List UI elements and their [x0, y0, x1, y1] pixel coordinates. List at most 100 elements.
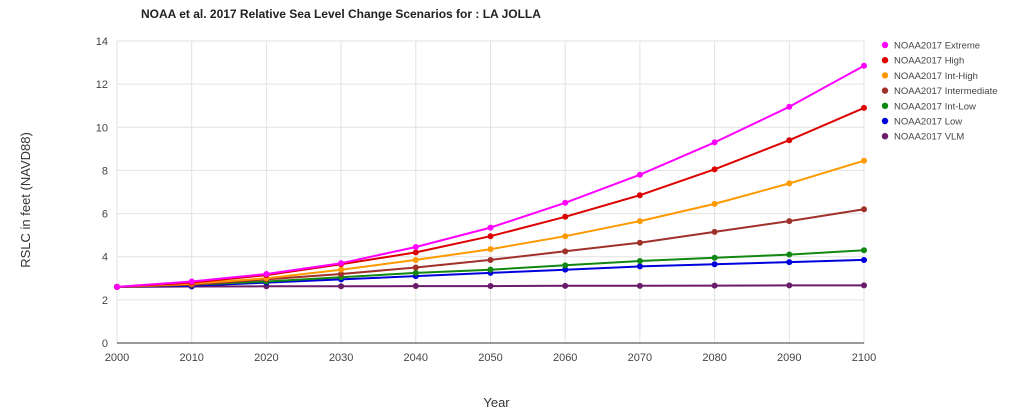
data-point[interactable] [861, 104, 867, 111]
data-point[interactable] [636, 258, 643, 265]
data-point[interactable] [711, 254, 718, 261]
data-point[interactable] [487, 256, 494, 263]
data-point[interactable] [487, 246, 494, 253]
data-point[interactable] [412, 264, 419, 271]
x-tick-label: 2050 [478, 352, 502, 364]
data-point[interactable] [786, 282, 793, 289]
data-point[interactable] [861, 157, 867, 164]
data-point[interactable] [861, 247, 867, 254]
y-tick-label: 6 [102, 209, 108, 221]
data-point[interactable] [786, 103, 793, 110]
y-tick-label: 4 [102, 252, 108, 264]
data-point[interactable] [711, 282, 718, 289]
legend-label: NOAA2017 Low [894, 117, 962, 128]
x-tick-label: 2060 [553, 352, 577, 364]
data-point[interactable] [412, 244, 419, 251]
data-point[interactable] [711, 261, 718, 268]
legend-item[interactable]: NOAA2017 Intermediate [881, 86, 998, 97]
data-point[interactable] [861, 256, 867, 263]
legend-label: NOAA2017 Extreme [894, 41, 980, 52]
legend-marker [881, 87, 889, 94]
data-point[interactable] [562, 233, 569, 240]
data-point[interactable] [711, 200, 718, 207]
x-axis-title: Year [483, 395, 510, 410]
data-point[interactable] [786, 259, 793, 266]
series-layer [114, 62, 867, 290]
data-point[interactable] [188, 278, 195, 285]
data-point[interactable] [487, 283, 494, 290]
data-point[interactable] [861, 206, 867, 213]
data-point[interactable] [711, 139, 718, 146]
legend-item[interactable]: NOAA2017 Int-Low [881, 101, 976, 112]
data-point[interactable] [711, 228, 718, 235]
legend-item[interactable]: NOAA2017 Extreme [881, 41, 980, 52]
data-point[interactable] [338, 266, 345, 273]
axes: 0 2 4 6 8 10 12 14 2000 2010 2020 2030 2040 2050 2060 2… [96, 36, 876, 364]
x-tick-label: 2070 [628, 352, 652, 364]
data-point[interactable] [338, 283, 345, 290]
data-point[interactable] [786, 137, 793, 144]
y-tick-label: 12 [96, 79, 108, 91]
x-tick-label: 2040 [404, 352, 428, 364]
data-point[interactable] [263, 270, 270, 277]
data-point[interactable] [636, 282, 643, 289]
x-tick-label: 2080 [702, 352, 726, 364]
data-point[interactable] [786, 251, 793, 258]
x-tick-label: 2100 [852, 352, 876, 364]
legend-marker [881, 41, 889, 49]
series-noaa2017-extreme [114, 62, 867, 290]
data-point[interactable] [562, 248, 569, 255]
legend-label: NOAA2017 Intermediate [894, 86, 998, 97]
legend-marker [881, 57, 889, 64]
data-point[interactable] [338, 260, 345, 267]
y-tick-label: 2 [102, 295, 108, 307]
data-point[interactable] [412, 249, 419, 256]
data-point[interactable] [487, 224, 494, 231]
data-point[interactable] [562, 282, 569, 289]
x-tick-label: 2030 [329, 352, 353, 364]
legend-label: NOAA2017 Int-Low [894, 101, 976, 112]
y-tick-label: 8 [102, 165, 108, 177]
legend-marker [881, 133, 889, 140]
legend-label: NOAA2017 High [894, 56, 964, 67]
legend-item[interactable]: NOAA2017 VLM [881, 132, 965, 143]
data-point[interactable] [636, 263, 643, 270]
data-point[interactable] [562, 266, 569, 273]
data-point[interactable] [711, 166, 718, 173]
legend-marker [881, 102, 889, 110]
legend: NOAA2017 Extreme NOAA2017 High NOAA2017 In… [881, 41, 998, 143]
data-point[interactable] [487, 266, 494, 273]
legend-item[interactable]: NOAA2017 Int-High [881, 71, 978, 82]
data-point[interactable] [562, 262, 569, 269]
x-tick-label: 2000 [105, 352, 129, 364]
chart-title: NOAA et al. 2017 Relative Sea Level Chan… [141, 7, 541, 21]
legend-label: NOAA2017 VLM [894, 132, 964, 143]
data-point[interactable] [636, 192, 643, 199]
data-point[interactable] [562, 213, 569, 220]
y-tick-label: 14 [96, 36, 108, 48]
data-point[interactable] [412, 283, 419, 290]
data-point[interactable] [636, 218, 643, 225]
data-point[interactable] [786, 180, 793, 187]
legend-item[interactable]: NOAA2017 Low [881, 117, 962, 128]
legend-marker [881, 117, 889, 125]
legend-item[interactable]: NOAA2017 High [881, 56, 964, 67]
data-point[interactable] [412, 269, 419, 276]
y-axis-title: RSLC in feet (NAVD88) [18, 132, 33, 268]
data-point[interactable] [487, 233, 494, 240]
data-point[interactable] [562, 199, 569, 206]
data-point[interactable] [114, 283, 120, 290]
data-point[interactable] [636, 239, 643, 246]
y-tick-label: 10 [96, 122, 108, 134]
data-point[interactable] [338, 270, 345, 277]
x-tick-label: 2090 [777, 352, 801, 364]
legend-marker [881, 72, 889, 79]
x-tick-label: 2020 [254, 352, 278, 364]
data-point[interactable] [861, 282, 867, 289]
data-point[interactable] [636, 171, 643, 178]
y-tick-label: 0 [102, 338, 108, 350]
data-point[interactable] [786, 218, 793, 225]
data-point[interactable] [412, 256, 419, 263]
data-point[interactable] [861, 62, 867, 69]
